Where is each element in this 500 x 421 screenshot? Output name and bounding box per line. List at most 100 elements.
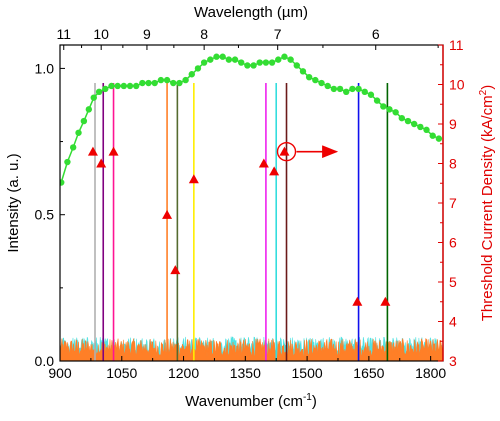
annotation-circle [276, 141, 297, 162]
x-tick-label: 1050 [106, 365, 137, 381]
intensity-point [312, 76, 319, 84]
intensity-point [170, 79, 177, 87]
intensity-point [324, 82, 331, 90]
right-tick-label: 8 [449, 156, 457, 172]
left-axis-title: Intensity (a. u.) [5, 153, 22, 252]
intensity-point [349, 85, 356, 93]
top-x-axis: 11 10 9 8 7 6 [56, 26, 439, 50]
noise-band-0 [60, 338, 443, 361]
right-tick-label: 7 [449, 195, 457, 211]
noise-floor [60, 336, 443, 361]
threshold-point [188, 174, 199, 184]
right-tick-label: 10 [449, 77, 465, 93]
x-tick-label: 1350 [230, 365, 261, 381]
intensity-point [373, 97, 381, 104]
intensity-point [213, 53, 220, 60]
intensity-point [207, 56, 214, 63]
intensity-point [69, 144, 77, 151]
intensity-point [244, 62, 251, 69]
intensity-point [200, 59, 208, 66]
intensity-point [417, 123, 424, 131]
intensity-point [268, 59, 276, 66]
top-tick-label: 7 [274, 26, 282, 42]
intensity-point [231, 56, 239, 63]
intensity-point [176, 79, 183, 87]
left-y-axis: 0.0 0.5 1.0 [35, 60, 65, 369]
intensity-point [318, 79, 325, 87]
left-tick-label: 1.0 [35, 60, 55, 76]
intensity-point [132, 82, 140, 90]
intensity-point [120, 82, 128, 90]
top-tick-label: 11 [56, 26, 71, 42]
emission-lines [94, 83, 389, 361]
top-axis-title: Wavelength (µm) [194, 4, 308, 21]
right-tick-label: 11 [449, 37, 464, 53]
right-tick-label: 6 [449, 235, 457, 251]
intensity-point [404, 117, 412, 125]
top-tick-label: 6 [372, 26, 380, 42]
right-y-axis: 3 4 5 6 7 8 9 10 11 [438, 37, 465, 369]
intensity-point [386, 106, 393, 113]
intensity-point [139, 79, 146, 87]
intensity-point [163, 76, 171, 84]
intensity-point [355, 85, 362, 93]
intensity-point [435, 135, 443, 142]
threshold-point [380, 296, 391, 306]
threshold-point [279, 146, 290, 156]
threshold-point [258, 158, 269, 168]
intensity-point [114, 82, 121, 90]
intensity-point [64, 158, 71, 166]
annotation [276, 141, 339, 162]
threshold-points [87, 146, 391, 306]
right-axis-title: Threshold Current Density (kA/cm2) [478, 85, 496, 321]
x-tick-label: 1200 [168, 365, 199, 381]
intensity-point [102, 85, 109, 93]
x-tick-label: 1500 [292, 365, 323, 381]
plot-area [60, 53, 443, 361]
intensity-point [108, 82, 115, 90]
threshold-point [87, 146, 98, 156]
intensity-point [75, 129, 82, 136]
threshold-point [108, 146, 119, 156]
intensity-point [361, 88, 368, 96]
intensity-point [60, 179, 65, 186]
intensity-curve [60, 53, 443, 186]
intensity-point [398, 114, 406, 122]
intensity-point [275, 56, 282, 63]
intensity-point [380, 103, 387, 110]
intensity-point [367, 91, 375, 98]
plot-frame [59, 44, 444, 362]
x-tick-label: 1800 [415, 365, 446, 381]
intensity-point [80, 117, 88, 125]
x-axis: 900 1050 1200 1350 1500 1650 1800 [48, 356, 446, 381]
right-tick-label: 9 [449, 116, 457, 132]
threshold-point [352, 296, 363, 306]
intensity-point [343, 88, 350, 96]
threshold-point [170, 265, 181, 275]
intensity-point [423, 126, 430, 134]
intensity-point [299, 68, 307, 75]
left-tick-label: 0.5 [35, 207, 55, 223]
left-tick-label: 0.0 [35, 353, 55, 369]
x-tick-label: 900 [48, 365, 72, 381]
right-tick-label: 3 [449, 353, 457, 369]
intensity-point [85, 106, 93, 113]
x-tick-label: 1650 [353, 365, 384, 381]
intensity-point [287, 56, 294, 63]
intensity-point [225, 56, 233, 63]
intensity-point [238, 59, 245, 66]
x-axis-title: Wavenumber (cm-1) [185, 392, 317, 410]
intensity-point [392, 109, 399, 116]
intensity-point [262, 59, 270, 66]
intensity-point [330, 85, 338, 93]
intensity-point [157, 76, 165, 84]
right-tick-label: 4 [449, 314, 457, 330]
intensity-point [256, 59, 263, 66]
intensity-point [182, 76, 189, 84]
intensity-line [60, 55, 440, 183]
intensity-point [410, 120, 418, 128]
intensity-point [95, 88, 103, 96]
top-tick-label: 9 [143, 26, 151, 42]
intensity-point [293, 62, 301, 69]
